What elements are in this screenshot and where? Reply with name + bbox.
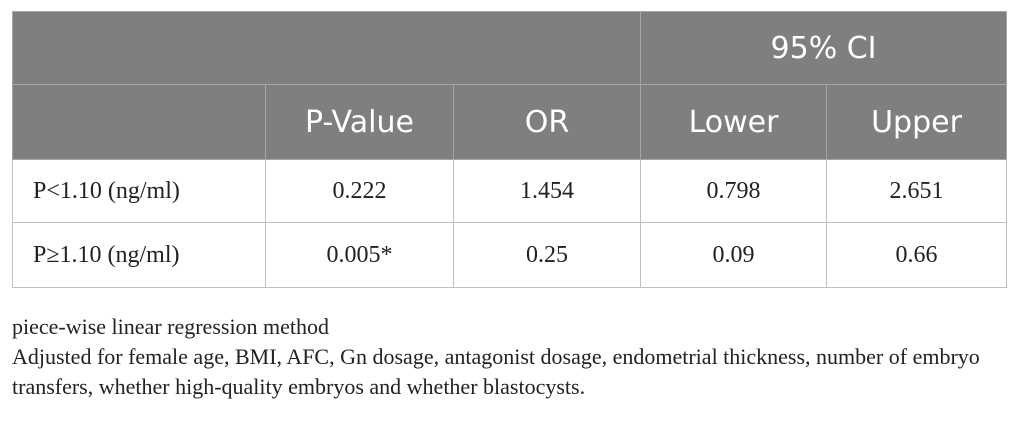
header-row-group: 95% CI [11, 11, 1008, 85]
header-cell-label [12, 84, 266, 160]
table-header: 95% CI P-Value OR Lower Upper [11, 11, 1008, 160]
row-label: P<1.10 (ng/ml) [12, 159, 266, 223]
table-body: P<1.10 (ng/ml) 0.222 1.454 0.798 2.651 P… [12, 159, 1008, 288]
header-empty-cell [11, 11, 642, 85]
cell-or: 0.25 [452, 222, 642, 288]
header-row-columns: P-Value OR Lower Upper [12, 84, 1008, 160]
cell-lower: 0.09 [640, 222, 828, 288]
cell-p-value: 0.005* [265, 222, 454, 288]
header-cell-or: OR [452, 84, 642, 160]
cell-upper: 2.651 [826, 159, 1008, 223]
table-footnotes: piece-wise linear regression method Adju… [12, 312, 1017, 402]
header-cell-lower: Lower [640, 84, 828, 160]
table-row: P<1.10 (ng/ml) 0.222 1.454 0.798 2.651 [12, 159, 1008, 223]
table-row: P≥1.10 (ng/ml) 0.005* 0.25 0.09 0.66 [12, 222, 1008, 288]
cell-upper: 0.66 [826, 222, 1008, 288]
cell-p-value: 0.222 [265, 159, 454, 223]
header-cell-p-value: P-Value [265, 84, 454, 160]
cell-lower: 0.798 [640, 159, 828, 223]
cell-or: 1.454 [452, 159, 642, 223]
header-cell-upper: Upper [826, 84, 1008, 160]
regression-results-table: 95% CI P-Value OR Lower Upper P<1.10 (ng… [11, 11, 1008, 288]
row-label: P≥1.10 (ng/ml) [12, 222, 266, 288]
results-table-container: 95% CI P-Value OR Lower Upper P<1.10 (ng… [11, 11, 1008, 288]
header-ci-group: 95% CI [640, 11, 1008, 85]
footnote-adjusted: Adjusted for female age, BMI, AFC, Gn do… [12, 344, 980, 399]
footnote-method: piece-wise linear regression method [12, 314, 330, 339]
